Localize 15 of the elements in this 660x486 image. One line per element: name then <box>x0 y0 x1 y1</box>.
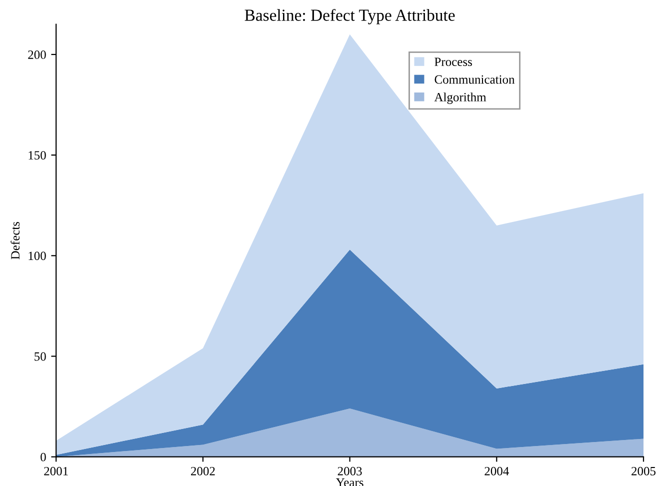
y-axis-title: Defects <box>10 222 20 260</box>
y-tick-label: 50 <box>34 352 46 361</box>
x-tick-label: 2002 <box>191 466 215 476</box>
legend-label: Process <box>434 58 472 66</box>
y-tick-label: 0 <box>40 452 46 462</box>
y-tick-label: 200 <box>28 50 46 59</box>
x-tick-label: 2005 <box>632 466 656 476</box>
y-tick-label: 100 <box>28 252 46 260</box>
chart-title: Baseline: Defect Type Attribute <box>244 8 455 24</box>
y-tick-label: 150 <box>28 151 46 160</box>
x-tick-label: 2004 <box>484 466 509 476</box>
legend-label: Communication <box>434 75 515 84</box>
x-tick-label: 2003 <box>338 466 362 476</box>
legend-label: Algorithm <box>434 92 486 104</box>
x-tick-label: 2001 <box>44 466 68 476</box>
